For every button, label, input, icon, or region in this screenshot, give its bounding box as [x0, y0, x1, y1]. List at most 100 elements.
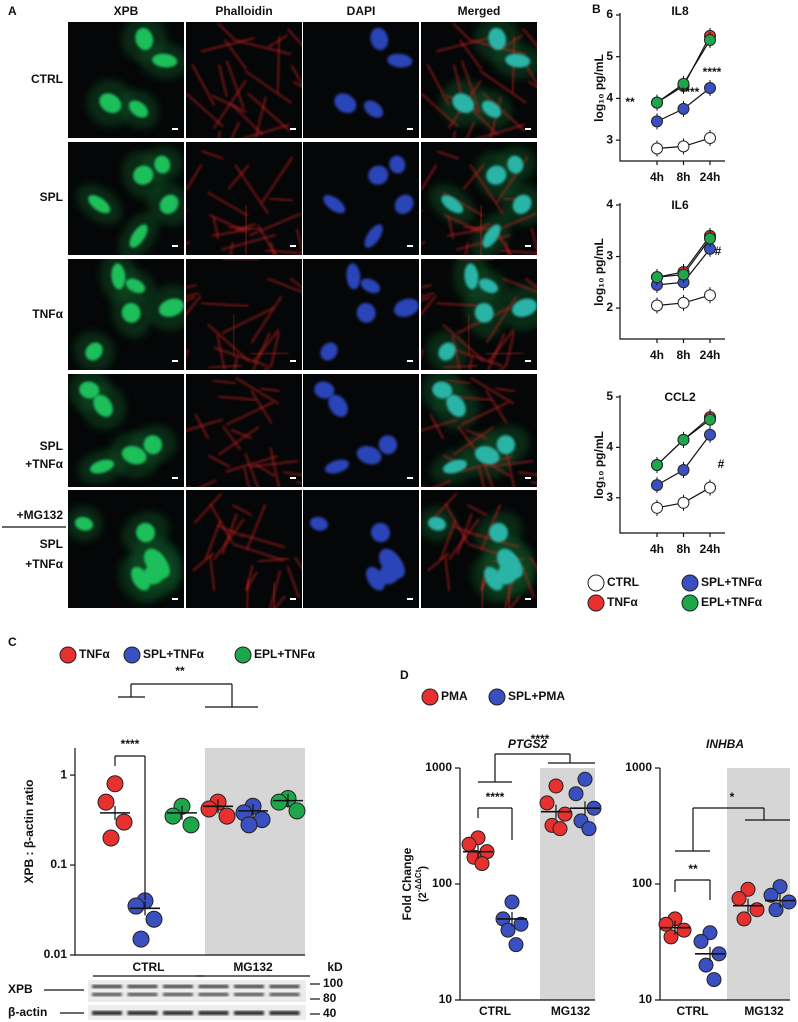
micrograph	[421, 259, 537, 370]
scale-bar	[172, 477, 178, 479]
significance: ****	[531, 732, 550, 746]
blot-strip	[88, 980, 306, 1002]
actin-fiber	[232, 39, 292, 56]
actin-fiber	[504, 241, 511, 255]
actin-fiber	[469, 163, 504, 215]
actin-fiber	[257, 224, 277, 255]
chart-title: CCL2	[664, 390, 696, 404]
data-point	[704, 481, 716, 494]
actin-fiber	[476, 123, 525, 138]
actin-fiber	[201, 150, 225, 160]
data-point	[577, 771, 593, 787]
actin-fiber	[525, 64, 537, 86]
legend-label: EPL+TNFα	[254, 647, 316, 661]
nucleus	[121, 302, 141, 323]
actin-fiber	[447, 216, 455, 240]
band	[269, 985, 300, 988]
actin-fiber	[470, 223, 491, 232]
nucleus	[128, 100, 149, 118]
actin-fiber	[485, 296, 518, 344]
actin-fiber	[453, 64, 463, 97]
actin-fiber	[453, 426, 495, 456]
actin-fiber	[286, 565, 300, 599]
actin-fiber	[252, 332, 271, 370]
y-axis-label: log₁₀ pg/mL	[592, 238, 606, 306]
scale-bar	[525, 245, 531, 247]
shaded-region	[205, 748, 305, 955]
micrograph-content	[186, 377, 302, 487]
nucleus	[85, 342, 103, 361]
actin-fiber	[225, 60, 245, 110]
data-point	[568, 786, 584, 802]
nucleus	[79, 381, 100, 399]
blot-strip	[88, 1005, 306, 1020]
x-tick-label: 24h	[700, 170, 721, 184]
nucleus	[488, 27, 507, 51]
column-header: DAPI	[347, 4, 376, 18]
legend-label: SPL+TNFα	[143, 647, 205, 661]
data-point	[698, 957, 714, 973]
micrograph-content	[73, 259, 184, 370]
data-point	[164, 807, 182, 825]
scale-bar	[525, 360, 531, 362]
actin-fiber	[207, 323, 251, 363]
y-tick-label: 5	[606, 389, 613, 403]
actin-fiber	[243, 466, 250, 487]
actin-fiber	[221, 306, 275, 334]
actin-fiber	[250, 296, 283, 344]
legend-label: CTRL	[607, 575, 639, 589]
scale-bar	[172, 598, 178, 600]
nucleus	[88, 195, 111, 214]
actin-fiber	[186, 164, 203, 191]
band	[198, 985, 229, 988]
scale-bar	[407, 128, 413, 130]
nucleus	[135, 27, 154, 51]
x-tick-label: 8h	[676, 348, 690, 362]
data-point	[702, 925, 718, 941]
actin-fiber	[495, 387, 516, 393]
band	[198, 1011, 229, 1015]
actin-fiber	[231, 103, 264, 136]
data-point	[749, 902, 765, 918]
nucleus	[438, 342, 456, 361]
nucleus	[356, 302, 376, 323]
band	[127, 1011, 158, 1015]
row-label: SPL	[40, 439, 63, 453]
legend-swatch	[681, 574, 699, 592]
nucleus	[488, 522, 509, 543]
actin-fiber	[522, 28, 537, 47]
actin-fiber	[266, 277, 302, 293]
chart-title: IL8	[671, 4, 689, 18]
data-point	[677, 496, 690, 509]
data-point	[500, 922, 516, 938]
nucleus	[363, 100, 384, 118]
actin-fiber	[221, 513, 238, 555]
micrograph-content	[186, 259, 302, 370]
micrograph-background	[186, 490, 302, 608]
actin-fiber	[235, 223, 256, 232]
nucleus	[152, 53, 178, 68]
nucleus	[511, 298, 537, 317]
micrograph	[186, 142, 302, 255]
scale-bar	[172, 360, 178, 362]
actin-fiber	[457, 425, 477, 451]
axis	[619, 13, 725, 162]
legend-label: SPL+TNFα	[701, 575, 763, 589]
actin-fiber	[427, 552, 450, 572]
actin-fiber	[269, 446, 280, 487]
actin-fiber	[231, 504, 253, 516]
actin-fiber	[252, 329, 280, 363]
actin-fiber	[211, 94, 247, 113]
y-tick-label: 1000	[625, 760, 652, 774]
nucleus	[323, 195, 346, 214]
actin-fiber	[244, 452, 259, 487]
micrograph-content	[192, 492, 302, 608]
actin-fiber	[247, 92, 291, 132]
significance: *	[730, 790, 735, 804]
y-tick-label: 1000	[425, 760, 452, 774]
y-axis-label: log₁₀ pg/mL	[592, 431, 606, 499]
data-point	[552, 821, 568, 837]
data-point	[651, 501, 663, 514]
actin-fiber	[201, 302, 249, 308]
data-point	[651, 142, 663, 155]
